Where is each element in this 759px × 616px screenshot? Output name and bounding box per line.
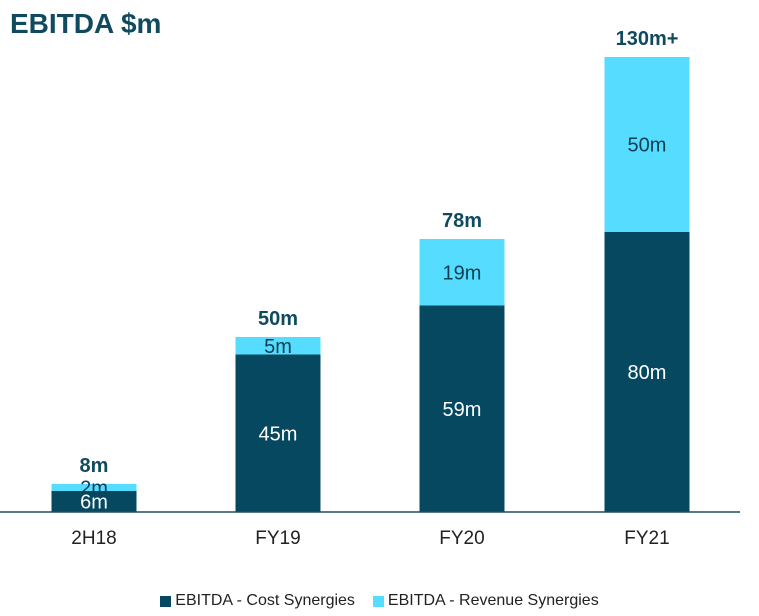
x-tick-label-fy19: FY19 — [255, 528, 300, 549]
data-label-revenue-fy21: 50m — [628, 135, 667, 157]
legend: EBITDA - Cost Synergies EBITDA - Revenue… — [0, 592, 759, 610]
total-label-fy19: 50m — [258, 308, 298, 330]
legend-label-revenue: EBITDA - Revenue Synergies — [387, 592, 599, 609]
data-label-cost-fy21: 80m — [628, 362, 667, 384]
data-label-revenue-fy20: 19m — [443, 262, 482, 284]
x-tick-label-2h18: 2H18 — [71, 528, 116, 549]
legend-item-cost: EBITDA - Cost Synergies — [160, 592, 355, 610]
bar-cost-2h18 — [51, 491, 137, 512]
bar-revenue-fy19 — [235, 337, 321, 355]
bar-revenue-fy21 — [604, 57, 690, 232]
bars-layer — [51, 57, 690, 512]
x-tick-label-fy21: FY21 — [624, 528, 669, 549]
bar-cost-fy20 — [419, 305, 505, 512]
legend-label-cost: EBITDA - Cost Synergies — [175, 592, 355, 609]
data-label-cost-2h18: 6m — [80, 492, 108, 514]
data-label-revenue-2h18: 2m — [80, 478, 108, 500]
total-label-fy21: 130m+ — [616, 28, 679, 50]
bar-cost-fy21 — [604, 232, 690, 512]
x-tick-label-fy20: FY20 — [439, 528, 484, 549]
data-label-cost-fy20: 59m — [443, 399, 482, 421]
legend-swatch-revenue — [372, 595, 384, 607]
bar-revenue-fy20 — [419, 239, 505, 306]
chart-title: EBITDA $m — [10, 8, 162, 39]
total-label-fy20: 78m — [442, 210, 482, 232]
data-label-cost-fy19: 45m — [259, 423, 298, 445]
total-label-2h18: 8m — [80, 455, 109, 477]
data-label-revenue-fy19: 5m — [264, 336, 292, 358]
legend-item-revenue: EBITDA - Revenue Synergies — [372, 592, 599, 610]
bar-cost-fy19 — [235, 354, 321, 512]
legend-swatch-cost — [160, 595, 172, 607]
bar-revenue-2h18 — [51, 484, 137, 491]
